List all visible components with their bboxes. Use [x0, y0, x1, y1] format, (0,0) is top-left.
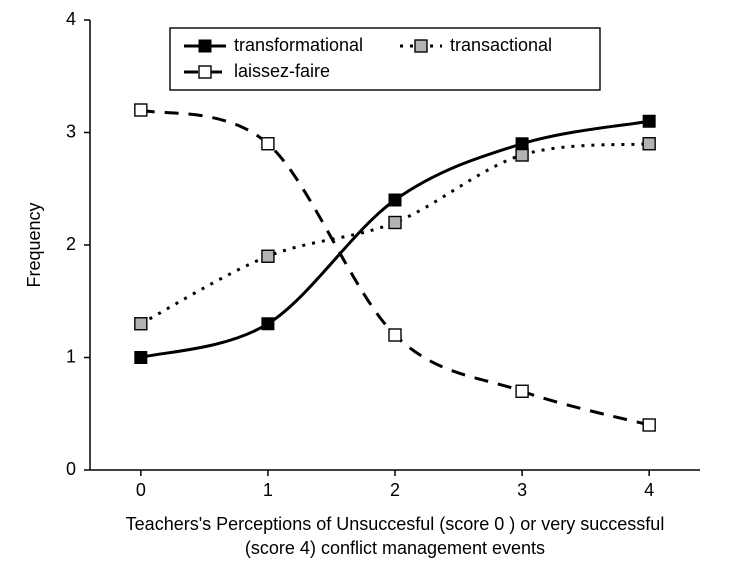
svg-text:transformational: transformational	[234, 35, 363, 55]
legend: transformational transactional laissez-fai…	[170, 28, 600, 90]
line-chart: 0 1 2 3 4 0 1 2 3 4 Frequency Teachers's Perception…	[0, 0, 733, 585]
svg-text:1: 1	[263, 480, 273, 500]
svg-text:laissez-faire: laissez-faire	[234, 61, 330, 81]
svg-text:4: 4	[66, 9, 76, 29]
svg-text:2: 2	[66, 234, 76, 254]
svg-text:(score 4) conflict management: (score 4) conflict management events	[245, 538, 545, 558]
chart-container: 0 1 2 3 4 0 1 2 3 4 Frequency Teachers's Perception…	[0, 0, 733, 585]
svg-text:4: 4	[644, 480, 654, 500]
svg-text:2: 2	[390, 480, 400, 500]
svg-text:Teachers's Perceptions of Unsu: Teachers's Perceptions of Unsuccesful (s…	[126, 514, 665, 534]
svg-text:3: 3	[517, 480, 527, 500]
svg-text:1: 1	[66, 346, 76, 366]
svg-text:0: 0	[66, 459, 76, 479]
svg-text:0: 0	[136, 480, 146, 500]
svg-text:Frequency: Frequency	[24, 202, 44, 287]
svg-text:transactional: transactional	[450, 35, 552, 55]
svg-text:3: 3	[66, 121, 76, 141]
